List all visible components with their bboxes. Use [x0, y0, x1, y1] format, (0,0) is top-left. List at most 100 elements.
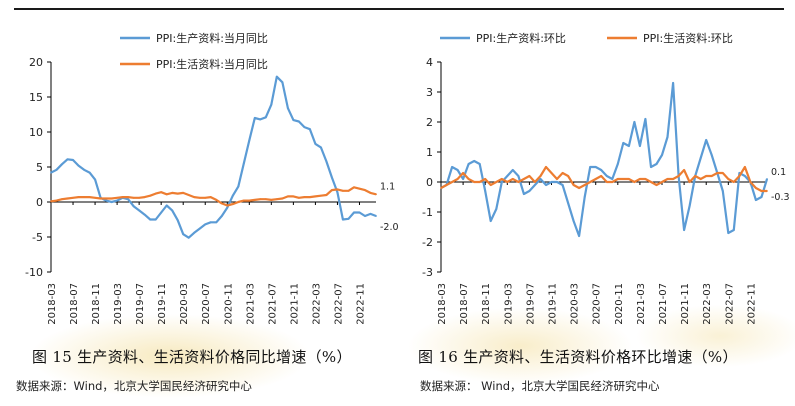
data-point-consumer	[320, 194, 322, 197]
data-point-consumer	[583, 184, 586, 186]
data-point-consumer	[275, 198, 278, 201]
data-point-consumer	[572, 184, 575, 186]
data-point-production	[149, 218, 152, 221]
data-point-consumer	[364, 189, 366, 192]
data-point-consumer	[154, 192, 157, 195]
data-point-production	[710, 154, 713, 156]
data-point-production	[628, 145, 630, 147]
data-point-production	[666, 136, 669, 138]
data-point-production	[342, 218, 344, 221]
data-point-consumer	[605, 181, 608, 183]
data-point-production	[732, 229, 735, 231]
x-tick-label: 2021-07	[658, 283, 669, 325]
data-point-consumer	[231, 203, 234, 206]
data-point-production	[259, 118, 262, 121]
data-point-production	[309, 128, 311, 131]
data-point-production	[264, 116, 267, 119]
data-point-production	[281, 81, 284, 84]
data-point-production	[253, 117, 256, 119]
data-point-production	[755, 199, 757, 201]
data-point-production	[705, 139, 708, 141]
data-point-consumer	[55, 199, 58, 202]
data-point-consumer	[578, 187, 580, 189]
data-point-production	[287, 107, 289, 110]
x-tick-label: 2020-11	[223, 283, 234, 325]
data-point-production	[528, 190, 531, 192]
data-point-production	[655, 163, 658, 165]
data-point-consumer	[478, 181, 481, 183]
data-point-production	[237, 185, 240, 188]
y-tick-label: 2	[426, 116, 433, 129]
x-tick-label: 2018-07	[69, 283, 80, 325]
data-point-production	[744, 175, 746, 177]
data-point-consumer	[440, 187, 442, 189]
data-point-consumer	[727, 178, 730, 180]
x-tick-label: 2018-03	[437, 283, 448, 325]
data-point-production	[611, 178, 614, 180]
top-rule	[14, 8, 784, 10]
data-point-production	[61, 163, 63, 166]
data-point-consumer	[766, 190, 768, 192]
data-point-production	[561, 184, 564, 186]
data-point-consumer	[716, 172, 719, 174]
data-point-consumer	[517, 181, 520, 183]
data-point-production	[132, 205, 135, 208]
data-point-consumer	[121, 196, 124, 199]
data-point-production	[506, 175, 509, 177]
data-point-production	[298, 120, 300, 123]
data-point-consumer	[672, 178, 674, 180]
data-point-consumer	[149, 194, 152, 197]
y-tick-label: -10	[25, 266, 43, 279]
x-tick-label: 2021-03	[245, 283, 256, 325]
data-point-production	[88, 171, 91, 174]
data-point-consumer	[594, 178, 597, 180]
y-tick-label: 20	[29, 56, 43, 69]
x-tick-label: 2020-07	[592, 283, 603, 325]
y-tick-label: -3	[422, 266, 433, 279]
data-point-production	[105, 199, 107, 202]
data-point-production	[160, 211, 163, 214]
data-point-consumer	[88, 196, 91, 199]
data-point-consumer	[467, 178, 470, 180]
data-point-production	[661, 154, 663, 156]
data-point-consumer	[639, 178, 641, 180]
data-point-consumer	[347, 189, 350, 192]
data-point-production	[517, 175, 520, 177]
legend-label-production: PPI:生产资料:环比	[476, 31, 566, 45]
data-point-production	[727, 232, 730, 234]
data-point-production	[578, 235, 580, 237]
data-point-consumer	[550, 172, 553, 174]
legend-label-production: PPI:生产资料:当月同比	[156, 31, 268, 45]
data-point-production	[721, 190, 724, 192]
data-point-consumer	[511, 178, 514, 180]
data-point-production	[534, 184, 536, 186]
data-point-production	[495, 208, 498, 210]
y-tick-label: 15	[29, 91, 43, 104]
data-point-consumer	[237, 201, 240, 203]
x-tick-label: 2019-03	[503, 283, 514, 325]
data-point-consumer	[331, 189, 333, 192]
data-point-consumer	[473, 181, 476, 183]
data-point-production	[511, 169, 514, 171]
data-point-consumer	[176, 192, 179, 195]
x-tick-label: 2018-07	[459, 283, 470, 325]
yoy-growth-chart: 20 15 10 5 0 -5 -10 2018-03 2018-07 2018-11 2019-0…	[25, 31, 399, 325]
data-point-consumer	[198, 196, 201, 199]
data-point-consumer	[143, 196, 146, 199]
data-point-production	[325, 160, 328, 163]
data-point-consumer	[83, 196, 85, 199]
data-point-consumer	[187, 194, 190, 196]
data-point-production	[489, 220, 492, 222]
data-point-consumer	[500, 178, 503, 180]
data-point-consumer	[523, 178, 525, 180]
x-tick-label: 2020-03	[570, 283, 581, 325]
data-point-production	[50, 171, 52, 174]
data-point-consumer	[683, 169, 685, 171]
x-tick-label: 2020-07	[201, 283, 212, 325]
data-point-production	[165, 204, 168, 207]
x-tick-label: 2022-03	[311, 283, 322, 325]
data-point-consumer	[110, 197, 113, 200]
data-point-consumer	[72, 196, 74, 199]
y-tick-label: 4	[426, 56, 433, 69]
data-point-production	[303, 126, 306, 128]
